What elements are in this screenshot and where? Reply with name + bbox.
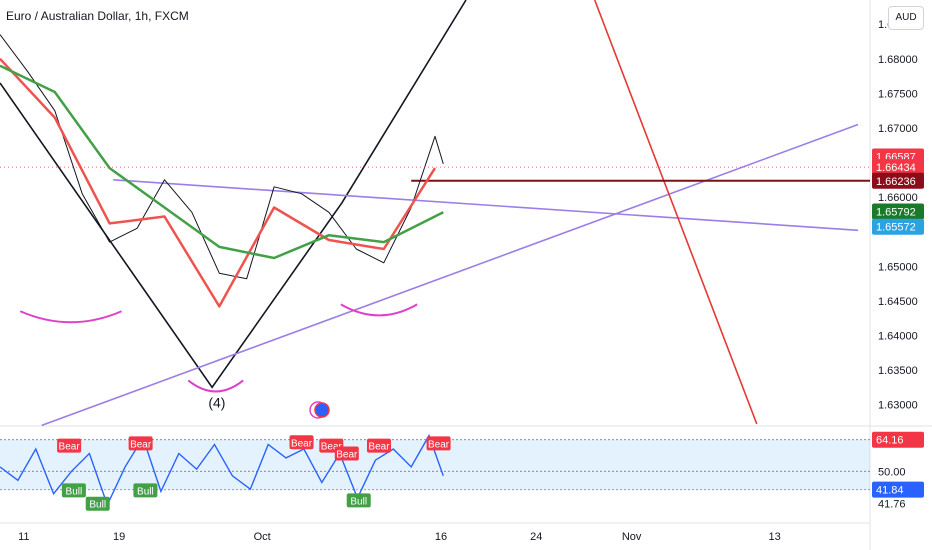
price-series-line xyxy=(0,57,437,308)
x-tick-label: 24 xyxy=(530,531,542,543)
trend-line xyxy=(593,0,758,425)
y-tick-label: 1.65000 xyxy=(878,261,918,273)
x-tick-label: 19 xyxy=(113,531,125,543)
signal-text: Bull xyxy=(137,486,154,497)
wave-label: (4) xyxy=(208,395,225,411)
price-series-line xyxy=(0,34,444,280)
signal-tag xyxy=(346,493,371,508)
signal-tag xyxy=(334,446,359,461)
signal-tag xyxy=(366,438,391,453)
y-tick-label: 1.67500 xyxy=(878,88,918,100)
signal-tag xyxy=(128,436,153,451)
osc-tick-label: 50.00 xyxy=(878,466,906,478)
signal-text: Bull xyxy=(350,496,367,507)
price-label-tag xyxy=(872,203,924,220)
chart-title: Euro / Australian Dollar, 1h, FXCM xyxy=(6,9,189,23)
y-tick-label: 1.64000 xyxy=(878,330,918,342)
pattern-arc xyxy=(187,379,244,393)
osc-value-text: 41.84 xyxy=(876,485,904,497)
signal-tag xyxy=(85,496,110,511)
event-icon xyxy=(314,402,330,418)
osc-line xyxy=(0,433,444,507)
signal-text: Bull xyxy=(89,500,106,511)
price-label-text: 1.65572 xyxy=(876,222,916,234)
pattern-arc xyxy=(19,310,122,324)
signal-text: Bear xyxy=(130,439,152,450)
osc-value-tag xyxy=(872,431,924,448)
signal-tag xyxy=(57,438,82,453)
signal-text: Bear xyxy=(428,439,450,450)
currency-button[interactable]: AUD xyxy=(888,6,924,30)
x-tick-label: 13 xyxy=(769,531,781,543)
price-series-line xyxy=(0,64,444,260)
pattern-arc xyxy=(340,303,418,317)
x-tick-label: Nov xyxy=(622,531,642,543)
trend-line xyxy=(41,123,859,427)
signal-text: Bear xyxy=(368,442,390,453)
x-tick-label: 11 xyxy=(18,531,29,543)
signal-text: Bear xyxy=(291,438,313,449)
x-tick-label: Oct xyxy=(254,531,271,543)
signal-tag xyxy=(133,483,158,498)
signal-tag xyxy=(426,436,451,451)
signal-text: Bear xyxy=(336,449,358,460)
trend-line xyxy=(113,179,859,232)
osc-tick-label: 41.76 xyxy=(878,499,906,511)
price-label-text: 1.66434 xyxy=(876,162,916,174)
y-tick-label: 1.67000 xyxy=(878,123,918,135)
y-tick-label: 1.66000 xyxy=(878,192,918,204)
signal-text: Bear xyxy=(59,442,81,453)
signal-text: Bear xyxy=(321,442,343,453)
price-label-text: 1.66236 xyxy=(876,176,916,188)
price-label-text: 1.65792 xyxy=(876,207,916,219)
y-tick-label: 1.64500 xyxy=(878,296,918,308)
price-label-tag xyxy=(872,159,924,176)
signal-tag xyxy=(61,483,86,498)
price-label-tag xyxy=(872,172,924,189)
y-tick-label: 1.63000 xyxy=(878,400,918,412)
osc-value-tag xyxy=(872,481,924,498)
trend-line xyxy=(0,0,467,389)
osc-value-text: 64.16 xyxy=(876,435,904,447)
signal-tag xyxy=(289,435,314,450)
y-tick-label: 1.63500 xyxy=(878,365,918,377)
y-tick-label: 1.68000 xyxy=(878,54,918,66)
price-label-tag xyxy=(872,218,924,235)
x-tick-label: 16 xyxy=(435,531,447,543)
signal-text: Bull xyxy=(66,486,83,497)
